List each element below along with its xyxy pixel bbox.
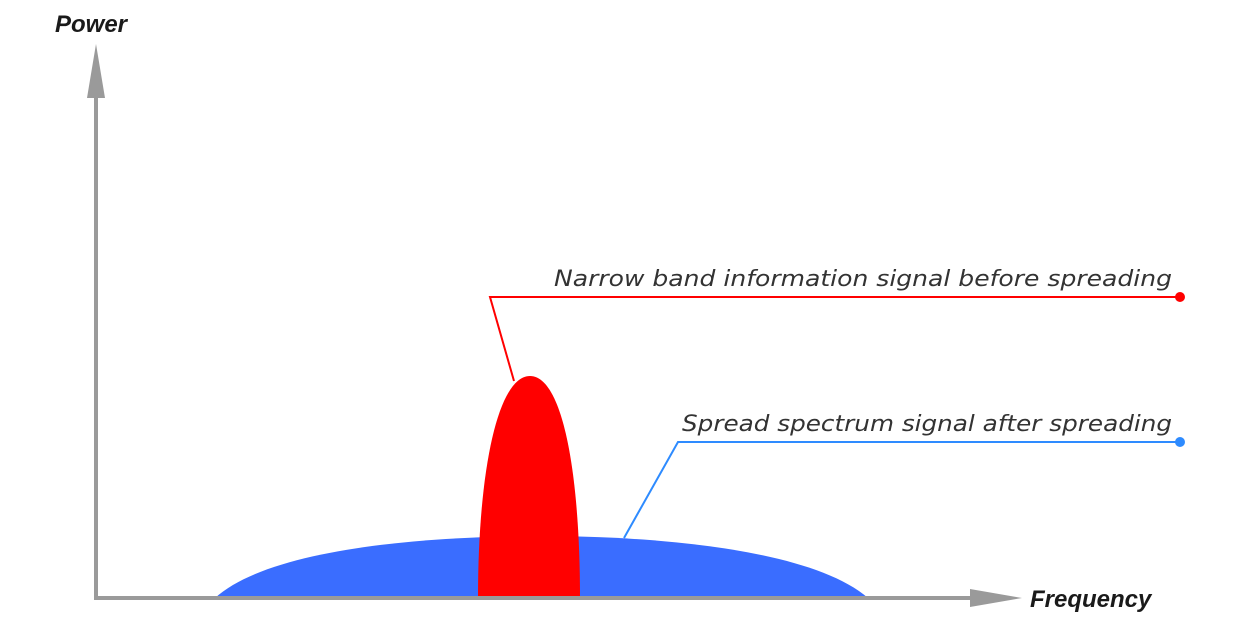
spread-spectrum-leader-dot (1175, 437, 1185, 447)
y-axis-title: Power (55, 11, 129, 38)
narrow-band-label: Narrow band information signal before sp… (554, 267, 1172, 292)
narrow-band-leader-dot (1175, 292, 1185, 302)
y-axis-arrowhead (87, 44, 105, 98)
x-axis-title: Frequency (1030, 586, 1153, 613)
spread-spectrum-label: Spread spectrum signal after spreading (682, 412, 1172, 437)
spread-spectrum-leader-line (623, 441, 1180, 539)
x-axis-arrowhead (970, 589, 1022, 607)
narrow-band-leader-line (488, 296, 1180, 382)
narrow-band-shape (478, 376, 580, 598)
